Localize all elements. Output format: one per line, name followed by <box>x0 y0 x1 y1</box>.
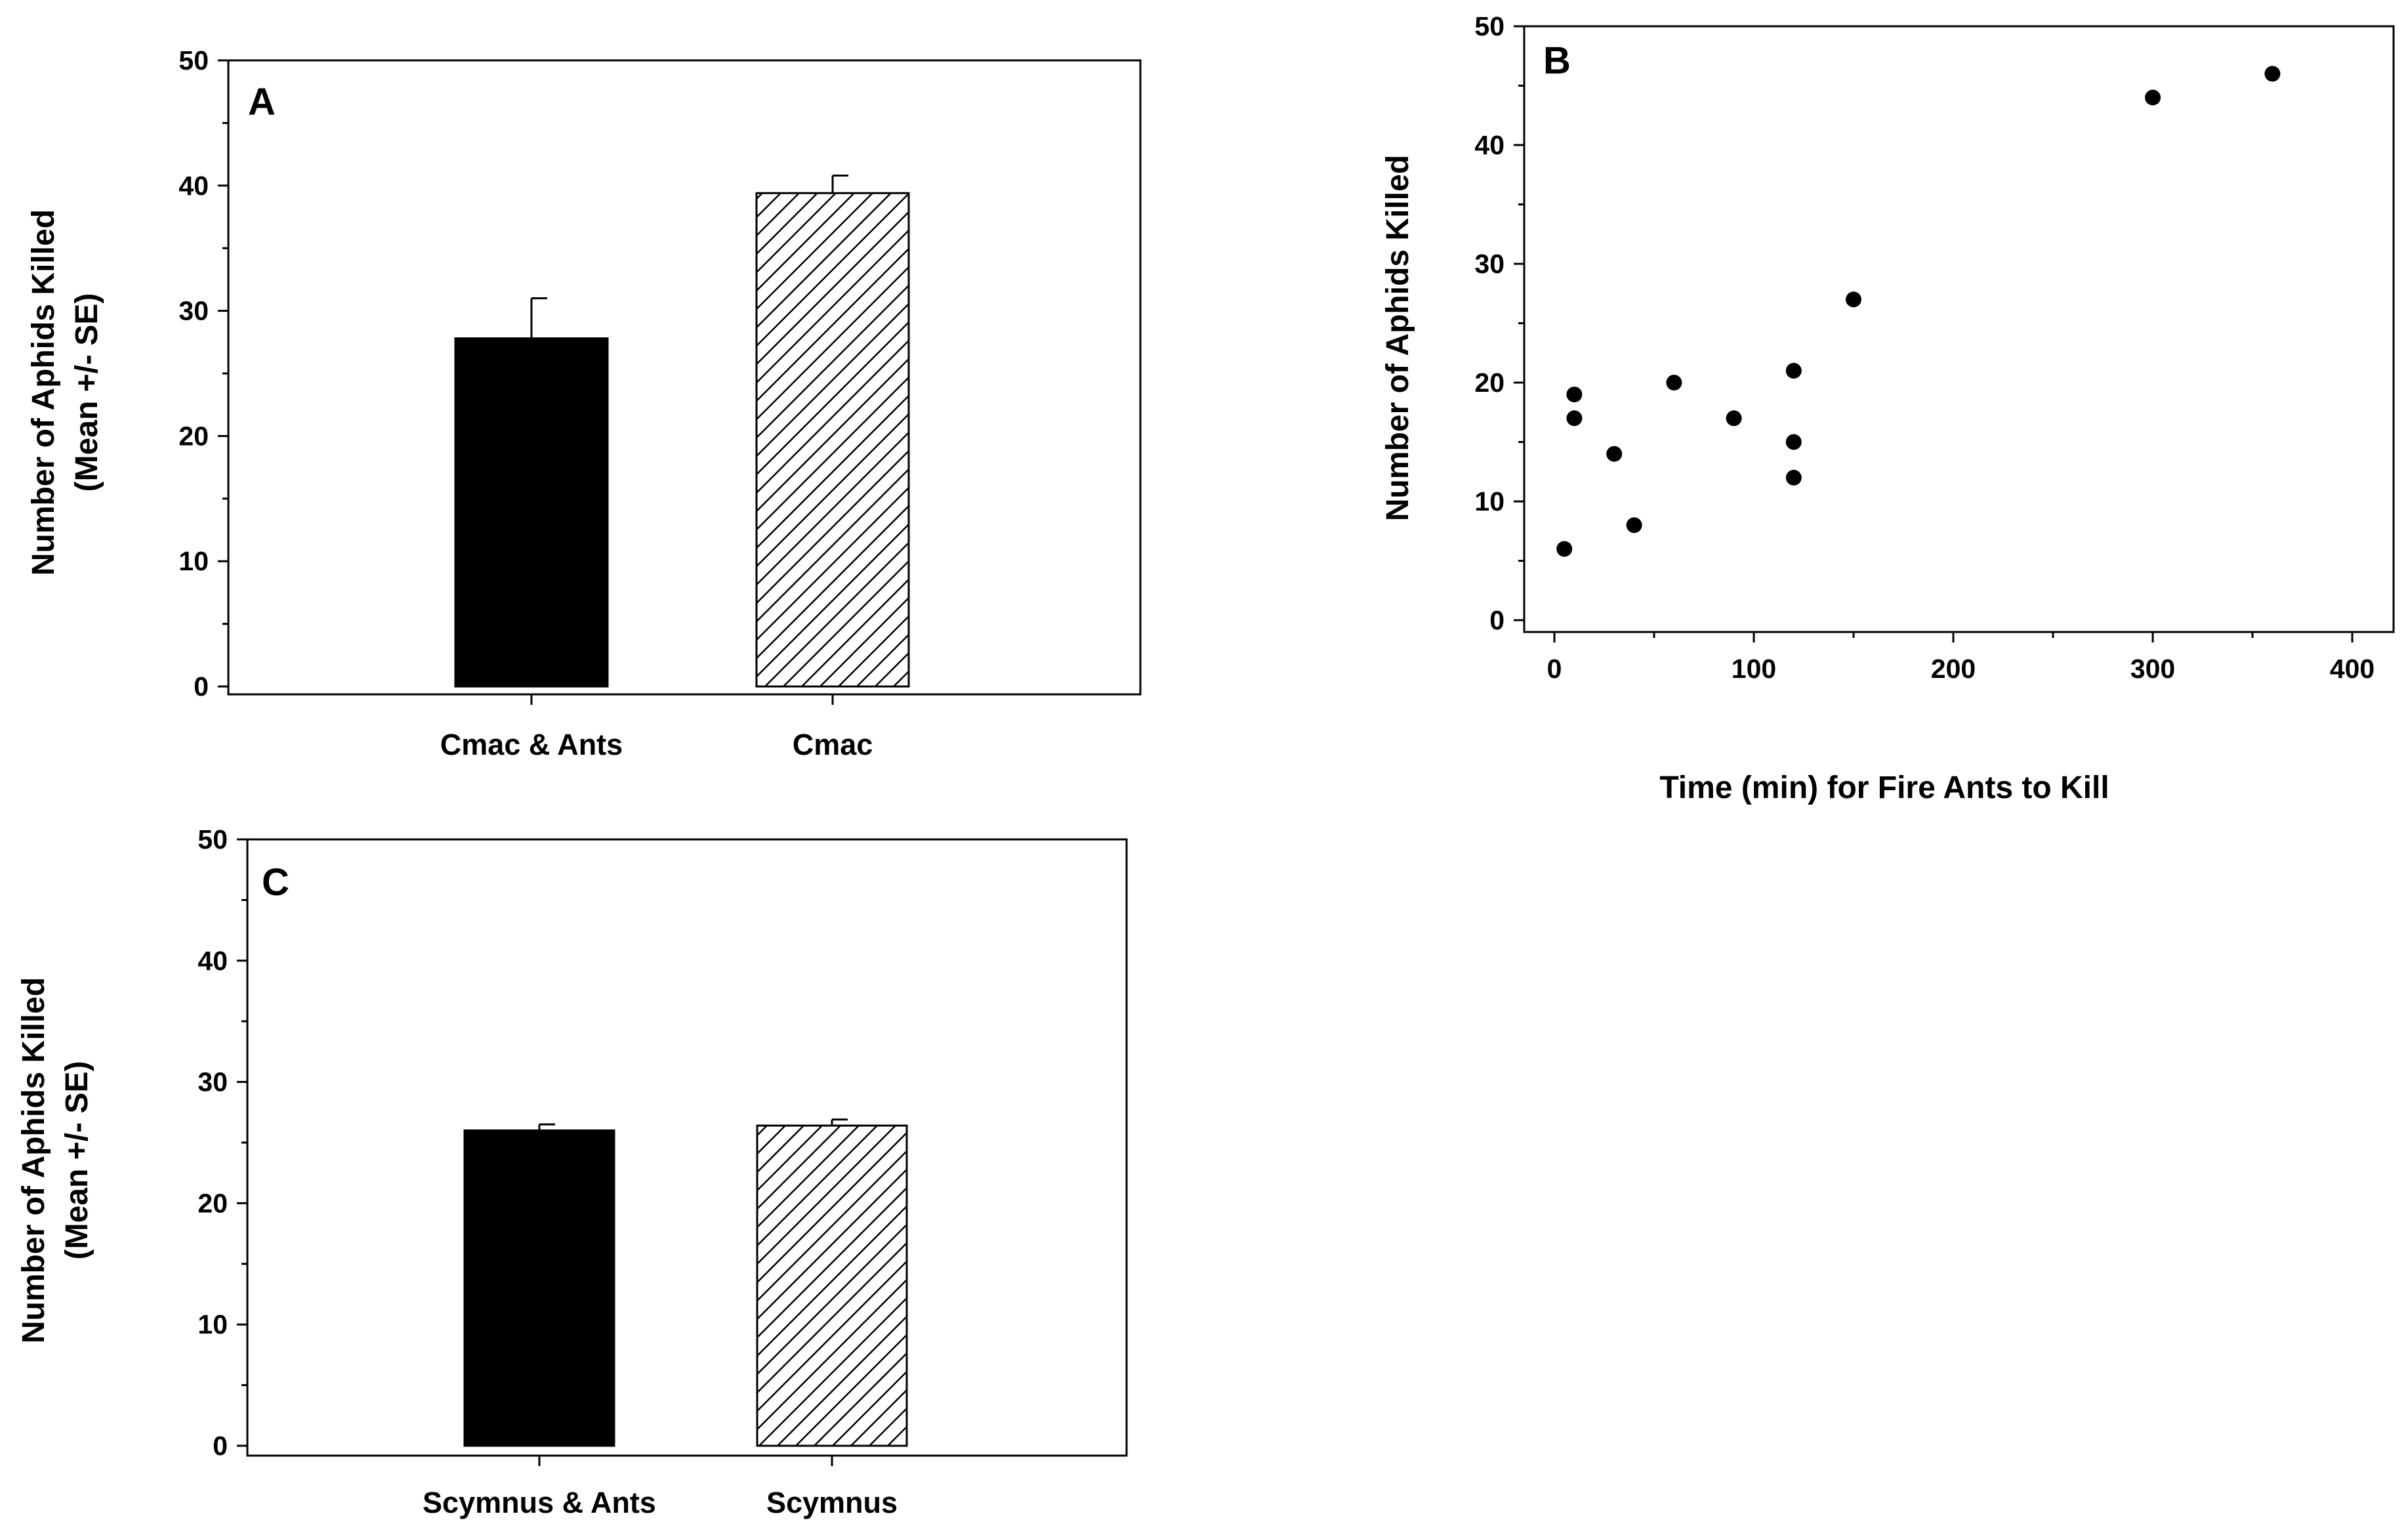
panel-b-xlabel: Time (min) for Fire Ants to Kill <box>1659 770 2109 805</box>
panel-a-bars <box>454 175 910 688</box>
scatter-point <box>1566 387 1583 403</box>
y-tick-label: 0 <box>1489 605 1505 635</box>
y-tick-label: 0 <box>194 671 209 702</box>
y-tick-label: 0 <box>213 1431 228 1461</box>
y-tick-label: 10 <box>178 546 209 576</box>
scatter-point <box>2145 89 2161 106</box>
y-tick-label: 50 <box>1474 11 1505 41</box>
panel-b-ylabel: Number of Aphids Killed <box>1380 155 1415 521</box>
x-tick-label: 300 <box>2130 654 2175 684</box>
scatter-point <box>1566 410 1583 427</box>
x-tick-label: 0 <box>1547 654 1562 684</box>
scatter-point <box>1785 362 1802 379</box>
y-tick-label: 30 <box>178 296 209 326</box>
panel-a-bar-chart: A 0 10 20 30 40 50 Cmac & Ants Cmac Number of A… <box>26 45 1142 761</box>
panel-a-ylabel-line2: (Mean +/- SE) <box>70 293 104 492</box>
panel-a-letter: A <box>248 81 276 123</box>
panel-b-axes: 0 10 20 30 40 50 0 100 200 300 400 <box>1474 11 2375 684</box>
panel-a-plot-frame <box>227 59 1142 696</box>
panel-a-axes: 0 10 20 30 40 50 Cmac & Ants Cmac <box>178 45 873 761</box>
x-tick-label: 400 <box>2330 654 2375 684</box>
y-tick-label: 10 <box>1474 486 1505 516</box>
panel-a-ylabel-line1: Number of Aphids Killed <box>26 209 61 576</box>
panel-c-letter: C <box>262 861 289 904</box>
bar-scymnus <box>756 1124 908 1447</box>
y-tick-label: 10 <box>197 1309 228 1339</box>
x-category-label: Cmac <box>793 728 873 761</box>
bar-scymnus-ants <box>463 1129 615 1447</box>
y-tick-label: 40 <box>178 171 209 201</box>
panel-c-bar-chart: C 0 10 20 30 40 50 Scymnus & Ants Scymnus Numbe… <box>16 824 1128 1519</box>
scatter-point <box>1606 446 1623 462</box>
scatter-point <box>1626 517 1642 534</box>
x-category-label: Cmac & Ants <box>440 728 623 761</box>
y-tick-label: 30 <box>197 1067 228 1097</box>
panel-c-ylabel-line1: Number of Aphids Killed <box>16 977 51 1343</box>
panel-c-ylabel-line2: (Mean +/- SE) <box>60 1061 94 1260</box>
scatter-point <box>1556 541 1573 557</box>
scatter-point <box>1846 291 1861 308</box>
x-tick-label: 200 <box>1931 654 1976 684</box>
panel-c-axes: 0 10 20 30 40 50 Scymnus & Ants Scymnus <box>197 824 898 1519</box>
scatter-point <box>1785 434 1802 450</box>
panel-c-bars <box>463 1118 908 1447</box>
panel-b-scatter-plot: B 0 10 20 30 40 50 0 100 200 300 400 Number of Aph… <box>1380 11 2395 805</box>
panel-c-plot-frame <box>246 838 1128 1457</box>
panel-b-letter: B <box>1543 39 1571 82</box>
y-tick-label: 30 <box>1474 249 1505 279</box>
scatter-point <box>1726 410 1742 427</box>
scatter-point <box>2264 66 2281 82</box>
y-tick-label: 40 <box>1474 130 1505 160</box>
y-tick-label: 40 <box>197 946 228 976</box>
y-tick-label: 50 <box>178 45 209 75</box>
scatter-point <box>1666 375 1682 390</box>
panel-b-plot-frame <box>1523 25 2395 633</box>
y-tick-label: 20 <box>1474 368 1505 398</box>
y-tick-label: 20 <box>197 1188 228 1218</box>
bar-cmac-ants <box>454 337 609 688</box>
bar-cmac <box>755 192 910 688</box>
x-category-label: Scymnus & Ants <box>423 1486 656 1519</box>
scatter-point <box>1785 469 1802 486</box>
x-category-label: Scymnus <box>766 1486 898 1519</box>
x-tick-label: 100 <box>1732 654 1776 684</box>
panel-b-points <box>1556 66 2281 557</box>
y-tick-label: 50 <box>197 824 228 854</box>
y-tick-label: 20 <box>178 421 209 451</box>
